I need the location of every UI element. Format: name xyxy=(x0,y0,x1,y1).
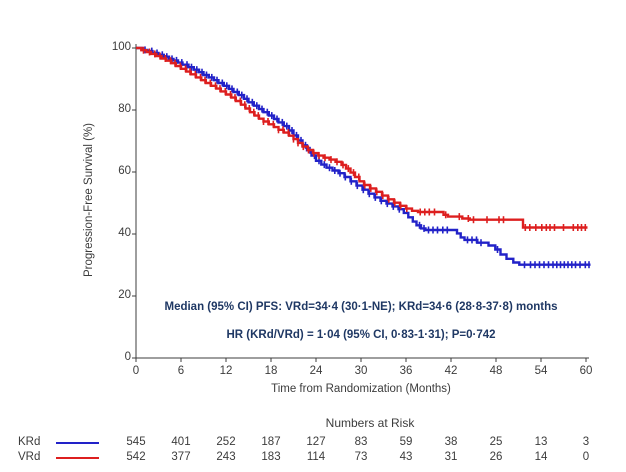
numbers-at-risk-title: Numbers at Risk xyxy=(325,416,415,430)
x-tick-label: 12 xyxy=(219,365,233,377)
at-risk-value: 73 xyxy=(354,451,368,463)
y-tick-label: 80 xyxy=(118,103,131,115)
x-tick-label: 54 xyxy=(534,365,548,377)
hazard-ratio-annotation: HR (KRd/VRd) = 1·04 (95% CI, 0·83-1·31);… xyxy=(226,329,496,341)
at-risk-value: 26 xyxy=(489,451,503,463)
at-risk-value: 243 xyxy=(216,451,236,463)
at-risk-value: 3 xyxy=(582,436,590,448)
y-tick-label: 100 xyxy=(111,41,131,53)
y-tick-label: 40 xyxy=(118,227,131,239)
y-tick-label: 0 xyxy=(124,351,131,363)
y-tick-label: 20 xyxy=(118,289,131,301)
vrd-legend-line xyxy=(56,457,99,459)
at-risk-value: 13 xyxy=(534,436,548,448)
at-risk-row-label-vrd: VRd xyxy=(18,451,41,463)
at-risk-value: 38 xyxy=(444,436,458,448)
x-tick-label: 36 xyxy=(399,365,413,377)
x-tick-label: 48 xyxy=(489,365,503,377)
at-risk-value: 59 xyxy=(399,436,413,448)
at-risk-value: 187 xyxy=(261,436,281,448)
at-risk-value: 0 xyxy=(582,451,590,463)
x-axis-title: Time from Randomization (Months) xyxy=(271,383,451,395)
x-tick-label: 0 xyxy=(132,365,140,377)
x-tick-label: 42 xyxy=(444,365,458,377)
vrd-survival-curve xyxy=(136,46,588,229)
at-risk-value: 43 xyxy=(399,451,413,463)
at-risk-value: 127 xyxy=(306,436,326,448)
at-risk-value: 545 xyxy=(126,436,146,448)
at-risk-value: 83 xyxy=(354,436,368,448)
at-risk-value: 542 xyxy=(126,451,146,463)
x-tick-label: 6 xyxy=(177,365,185,377)
at-risk-value: 183 xyxy=(261,451,281,463)
at-risk-value: 377 xyxy=(171,451,191,463)
at-risk-value: 252 xyxy=(216,436,236,448)
at-risk-value: 25 xyxy=(489,436,503,448)
at-risk-value: 114 xyxy=(306,451,326,463)
x-tick-label: 18 xyxy=(264,365,278,377)
at-risk-value: 401 xyxy=(171,436,191,448)
at-risk-row-label-krd: KRd xyxy=(18,436,41,448)
x-tick-label: 30 xyxy=(354,365,368,377)
y-axis-title: Progression-Free Survival (%) xyxy=(83,123,95,278)
at-risk-value: 14 xyxy=(534,451,548,463)
x-tick-label: 24 xyxy=(309,365,323,377)
y-tick-label: 60 xyxy=(118,165,131,177)
median-pfs-annotation: Median (95% CI) PFS: VRd=34·4 (30·1-NE);… xyxy=(164,301,558,313)
krd-legend-line xyxy=(56,442,99,444)
x-tick-label: 60 xyxy=(579,365,593,377)
at-risk-value: 31 xyxy=(444,451,458,463)
